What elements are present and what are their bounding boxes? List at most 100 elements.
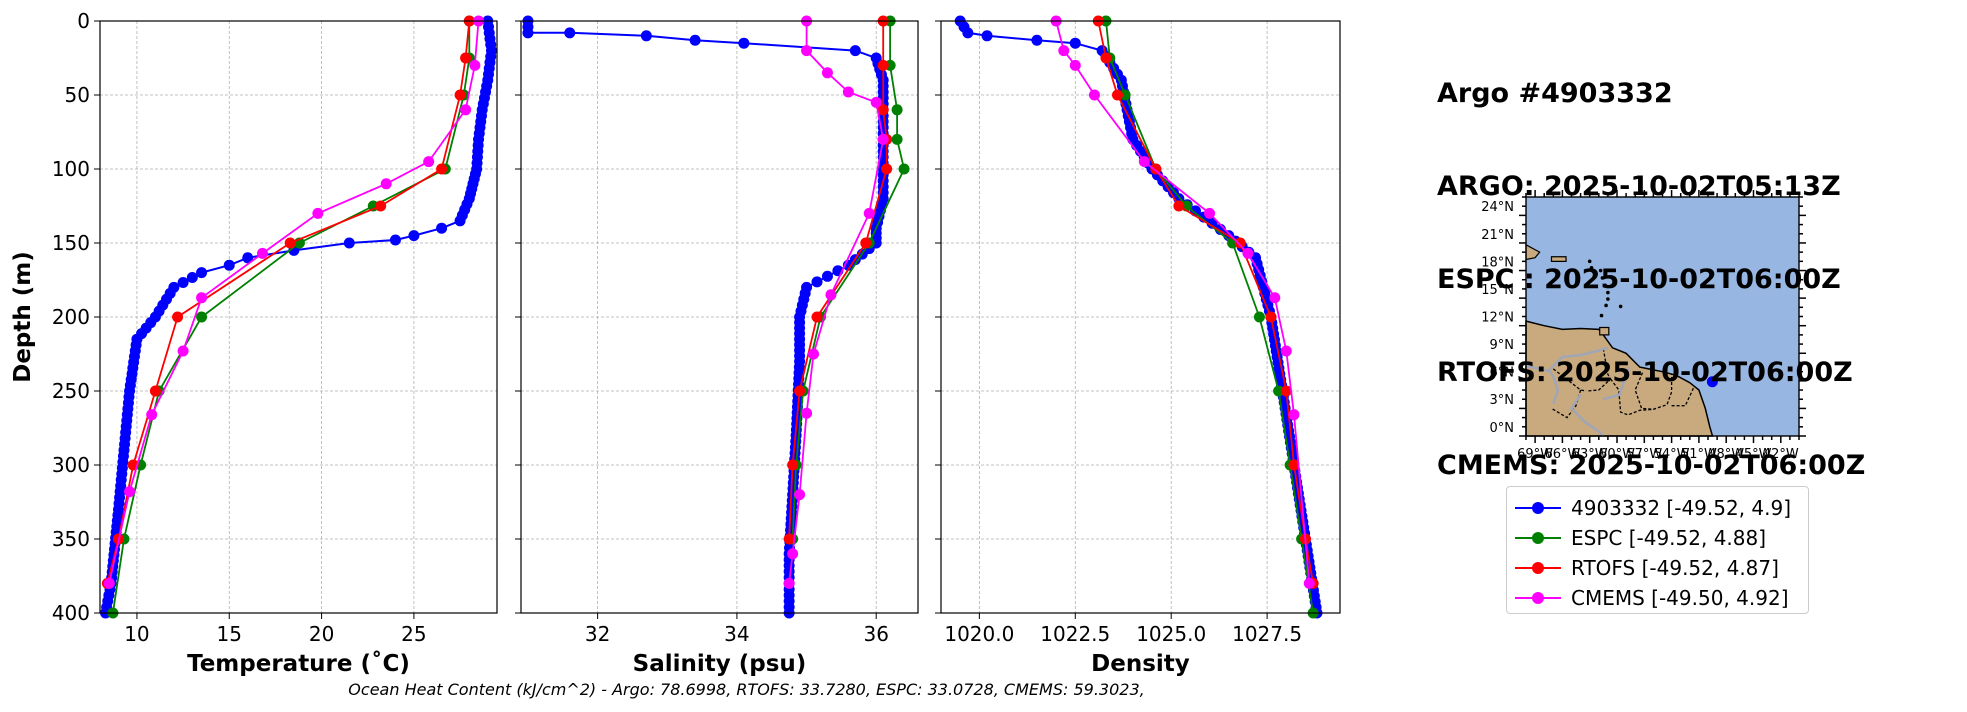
- data-point-cmems: [469, 59, 481, 71]
- series-layer: [954, 15, 1323, 619]
- map-lat-label: 18°N: [1481, 255, 1514, 270]
- data-point-cmems: [870, 96, 882, 108]
- data-point-argo-fill: [783, 601, 795, 613]
- data-point-argo-fill: [456, 209, 468, 221]
- panel-salinity: 32 34 36 Salinity (psu): [515, 15, 919, 677]
- x-tick-label: 1025.0: [1136, 622, 1206, 646]
- y-tick-label: 400: [52, 601, 90, 625]
- map-lon-label: 54°W: [1654, 447, 1690, 462]
- data-point-cmems: [863, 207, 875, 219]
- map-lon-label: 66°W: [1544, 447, 1580, 462]
- data-point-cmems: [1269, 292, 1281, 304]
- legend-swatch: [1515, 562, 1561, 574]
- x-axis-label: Temperature (˚C): [187, 650, 410, 677]
- data-point-cmems: [783, 577, 795, 589]
- data-point-espc: [891, 104, 903, 116]
- data-point-espc: [1119, 89, 1131, 101]
- title-argo-id: Argo #4903332: [1437, 78, 1673, 109]
- data-point-cmems: [124, 486, 136, 498]
- land-island: [1603, 283, 1607, 288]
- data-point-cmems: [1280, 345, 1292, 357]
- x-tick-label: 25: [401, 622, 426, 646]
- map-lon-label: 63°W: [1572, 447, 1608, 462]
- data-point-cmems: [808, 348, 820, 360]
- land-island: [1599, 313, 1604, 318]
- legend-swatch: [1515, 592, 1561, 604]
- data-point-4903332: [196, 267, 208, 279]
- argo-location-marker: [1706, 376, 1718, 388]
- data-point-cmems: [380, 178, 392, 190]
- data-point-cmems: [1058, 45, 1070, 57]
- data-point-rtofs: [881, 163, 893, 175]
- series-line-espc: [791, 21, 906, 540]
- map-lat-label: 21°N: [1481, 228, 1514, 243]
- map-lat-label: 24°N: [1481, 200, 1514, 215]
- legend-label: RTOFS [-49.52, 4.87]: [1571, 556, 1779, 580]
- data-point-argo-fill: [1126, 127, 1138, 139]
- map-lon-label: 57°W: [1626, 447, 1662, 462]
- title-rtofs-time: RTOFS: 2025-10-02T06:00Z: [1437, 357, 1853, 388]
- data-point-argo-fill: [811, 276, 823, 288]
- data-point-4903332: [242, 252, 254, 264]
- data-point-rtofs: [1173, 200, 1185, 212]
- data-point-rtofs: [460, 52, 472, 64]
- series-line-rtofs: [788, 21, 888, 540]
- data-point-argo-fill: [821, 270, 833, 282]
- data-point-rtofs: [877, 59, 889, 71]
- data-point-cmems: [1303, 577, 1315, 589]
- x-tick-label: 10: [124, 622, 149, 646]
- data-point-argo-fill: [473, 127, 485, 139]
- land-puerto-rico: [1550, 256, 1567, 262]
- data-point-4903332: [1031, 34, 1043, 46]
- data-point-4903332: [343, 237, 355, 249]
- data-point-cmems: [821, 67, 833, 79]
- data-point-espc: [1253, 311, 1265, 323]
- map-lon-label: 48°W: [1708, 447, 1744, 462]
- data-point-argo-fill: [113, 497, 125, 509]
- data-point-rtofs: [454, 89, 466, 101]
- data-point-cmems: [256, 247, 268, 259]
- land-island: [1618, 304, 1623, 309]
- data-point-cmems: [794, 489, 806, 501]
- data-point-cmems: [842, 86, 854, 98]
- data-point-argo-fill: [522, 21, 534, 33]
- data-point-cmems: [1288, 409, 1300, 421]
- map-lon-label: 45°W: [1736, 447, 1772, 462]
- location-map: 0°N 3°N 6°N 9°N 12°N 15°N 18°N 21°N 24°N 69°W66°W…: [1481, 190, 1806, 462]
- legend-label: CMEMS [-49.50, 4.92]: [1571, 586, 1789, 610]
- data-point-4903332: [436, 222, 448, 234]
- data-point-cmems: [801, 45, 813, 57]
- x-tick-label: 1020.0: [944, 622, 1014, 646]
- x-axis-label: Salinity (psu): [633, 651, 807, 677]
- panel-temperature: 0 50 100 150 200 250 300 350 400 10 15 20 25 Temperat…: [10, 9, 498, 677]
- data-point-4903332: [981, 30, 993, 42]
- data-point-argo-fill: [483, 68, 495, 80]
- country-border: [1551, 389, 1582, 419]
- data-point-cmems: [1069, 59, 1081, 71]
- y-tick-label: 100: [52, 157, 90, 181]
- data-point-argo-fill: [477, 98, 489, 110]
- title-argo-time: ARGO: 2025-10-02T05:13Z: [1437, 171, 1841, 202]
- data-point-argo-fill: [186, 272, 198, 284]
- data-point-cmems: [177, 345, 189, 357]
- land-island: [1589, 265, 1594, 270]
- data-point-rtofs: [787, 459, 799, 471]
- data-point-4903332: [389, 234, 401, 246]
- legend-swatch: [1515, 532, 1561, 544]
- land-island: [1606, 290, 1610, 295]
- data-point-cmems: [196, 292, 208, 304]
- panel-density: 1020.0 1022.5 1025.0 1027.5 Density: [935, 15, 1341, 677]
- map-lat-label: 0°N: [1490, 421, 1515, 436]
- land-island: [1598, 268, 1603, 273]
- data-point-rtofs: [436, 163, 448, 175]
- data-point-espc: [891, 133, 903, 145]
- legend-label: 4903332 [-49.52, 4.9]: [1571, 496, 1792, 520]
- y-tick-label: 200: [52, 305, 90, 329]
- data-point-rtofs: [811, 311, 823, 323]
- data-point-rtofs: [1265, 311, 1277, 323]
- legend-item-rtofs: RTOFS [-49.52, 4.87]: [1515, 553, 1808, 583]
- country-border: [1634, 372, 1673, 410]
- data-point-argo-fill: [875, 69, 887, 81]
- data-point-4903332: [640, 30, 652, 42]
- data-point-argo-fill: [485, 39, 497, 51]
